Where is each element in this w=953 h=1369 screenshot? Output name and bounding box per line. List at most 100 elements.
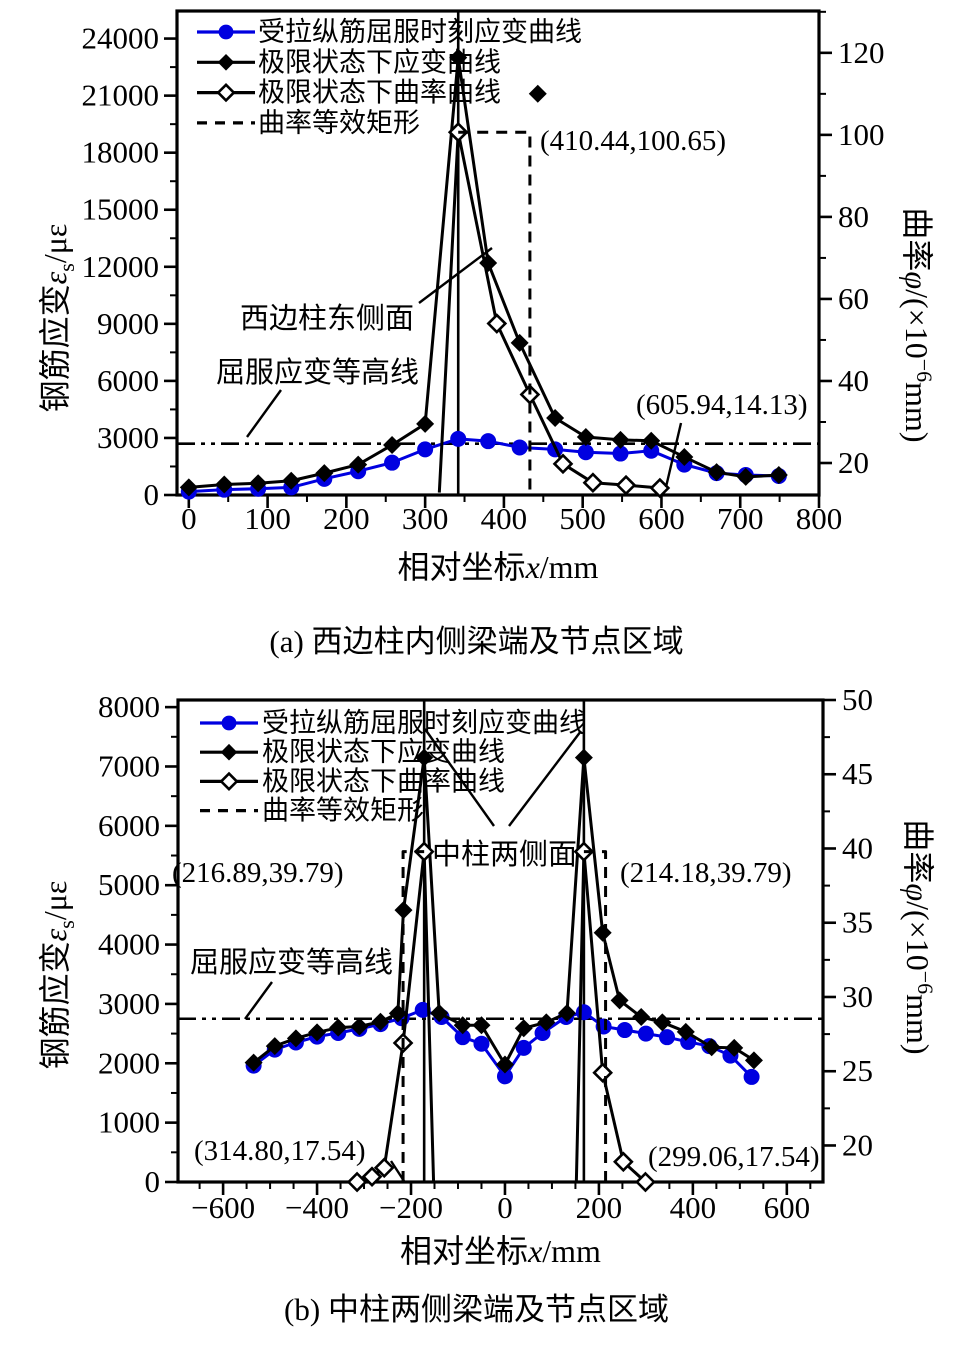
marker-diamond-filled: [744, 1051, 763, 1070]
marker-diamond-open: [582, 472, 604, 494]
annotation-label: (216.89,39.79): [172, 857, 344, 889]
marker-circle: [473, 1035, 490, 1052]
x-tick-label: 300: [402, 501, 449, 536]
yright-tick-label: 40: [842, 830, 873, 865]
marker-diamond-open: [413, 841, 435, 862]
marker-diamond-filled: [725, 1038, 744, 1057]
x-tick-label: 0: [497, 1190, 513, 1225]
marker-diamond-open: [615, 474, 637, 496]
x-tick-label: 500: [559, 501, 606, 536]
annotation-leader: [664, 422, 683, 488]
caption-chart-a: (a) 西边柱内侧梁端及节点区域: [269, 624, 684, 659]
annotation-label: (410.44,100.65): [540, 125, 726, 157]
marker-diamond-filled: [537, 1013, 556, 1032]
legend-label: 曲率等效矩形: [262, 796, 424, 826]
annotation-leader: [424, 728, 495, 827]
marker-diamond-filled: [244, 1053, 263, 1072]
marker-diamond-filled: [249, 474, 268, 493]
marker-diamond-filled: [430, 1004, 449, 1023]
marker-diamond-filled: [642, 431, 661, 450]
marker-diamond-filled: [349, 455, 368, 474]
yleft-tick-label: 3000: [97, 420, 159, 455]
marker-circle: [511, 439, 528, 456]
y-right-axis-title: 曲率φ/(×10−6mm): [899, 207, 937, 442]
yright-tick-label: 80: [838, 199, 869, 234]
marker-diamond-filled: [472, 1016, 491, 1035]
yleft-tick-label: 15000: [82, 192, 160, 227]
marker-circle: [616, 1022, 633, 1039]
marker-diamond-filled: [675, 447, 694, 466]
marker-circle: [218, 24, 234, 40]
marker-diamond-filled: [350, 1017, 369, 1036]
marker-diamond-filled: [371, 1012, 390, 1031]
marker-diamond-filled: [215, 475, 234, 494]
y-left-axis-title: 钢筋应变εs/με: [37, 224, 79, 413]
yleft-tick-label: 0: [144, 477, 160, 512]
yleft-tick-label: 5000: [98, 867, 160, 902]
marker-diamond-open: [216, 82, 236, 103]
yleft-tick-label: 7000: [98, 748, 160, 783]
annotation-leader: [418, 247, 493, 304]
marker-diamond-filled: [449, 48, 468, 67]
marker-diamond-filled: [383, 435, 402, 454]
marker-diamond-filled: [574, 748, 593, 767]
x-tick-label: 100: [244, 501, 291, 536]
series-line-2: [437, 130, 667, 493]
series-line-3: [458, 130, 532, 495]
annotation-leader: [389, 1160, 406, 1182]
x-tick-label: 800: [796, 501, 843, 536]
x-tick-label: 600: [638, 501, 685, 536]
x-tick-label: 0: [181, 501, 197, 536]
marker-diamond-filled: [736, 467, 755, 486]
annotation-label: (214.18,39.79): [620, 857, 792, 889]
marker-diamond-filled: [610, 991, 629, 1010]
marker-diamond-filled: [593, 923, 612, 942]
legend-label: 受拉纵筋屈服时刻应变曲线: [258, 17, 582, 47]
yleft-tick-label: 4000: [98, 927, 160, 962]
marker-diamond-filled: [329, 1018, 348, 1037]
x-tick-label: 600: [764, 1190, 811, 1225]
annotation-label: (605.94,14.13): [636, 389, 808, 421]
marker-diamond-filled: [282, 471, 301, 490]
annotation-label: 中柱两侧面: [432, 838, 577, 871]
marker-diamond-open: [346, 1171, 368, 1193]
marker-diamond-filled: [528, 84, 547, 103]
marker-diamond-filled: [514, 1019, 533, 1038]
yleft-tick-label: 1000: [98, 1105, 160, 1140]
marker-diamond-filled: [416, 414, 435, 433]
marker-diamond-filled: [453, 1016, 472, 1035]
annotation-label: 西边柱东侧面: [240, 302, 414, 335]
yright-tick-label: 20: [842, 1127, 873, 1162]
yright-tick-label: 40: [838, 363, 869, 398]
x-tick-label: −200: [379, 1190, 443, 1225]
annotation-label: (314.80,17.54): [194, 1135, 366, 1167]
annotation-leader: [246, 389, 282, 438]
x-tick-label: 200: [576, 1190, 623, 1225]
marker-diamond-filled: [576, 427, 595, 446]
marker-circle: [577, 444, 594, 461]
yleft-tick-label: 18000: [82, 135, 160, 170]
marker-diamond-open: [613, 1151, 634, 1173]
legend-label: 曲率等效矩形: [258, 108, 420, 138]
legend-label: 受拉纵筋屈服时刻应变曲线: [262, 708, 586, 738]
marker-diamond-filled: [707, 463, 726, 482]
legend-label: 极限状态下曲率曲线: [258, 78, 501, 108]
marker-diamond-filled: [510, 333, 529, 352]
annotation-leader: [244, 981, 273, 1020]
marker-diamond-filled: [179, 478, 198, 497]
annotation-label: 屈服应变等高线: [190, 946, 393, 979]
marker-diamond-filled: [286, 1029, 305, 1048]
marker-diamond-filled: [653, 1013, 672, 1032]
marker-diamond-open: [635, 1171, 656, 1193]
marker-diamond-filled: [415, 748, 434, 767]
marker-diamond-filled: [217, 54, 235, 71]
plot-border: [175, 9, 821, 497]
yleft-tick-label: 8000: [98, 689, 160, 724]
yright-tick-label: 25: [842, 1053, 873, 1088]
yleft-tick-label: 21000: [82, 78, 160, 113]
marker-circle: [417, 441, 434, 458]
marker-diamond-filled: [611, 430, 630, 449]
x-axis-title: 相对坐标x/mm: [400, 1233, 601, 1269]
marker-diamond-filled: [546, 408, 565, 427]
